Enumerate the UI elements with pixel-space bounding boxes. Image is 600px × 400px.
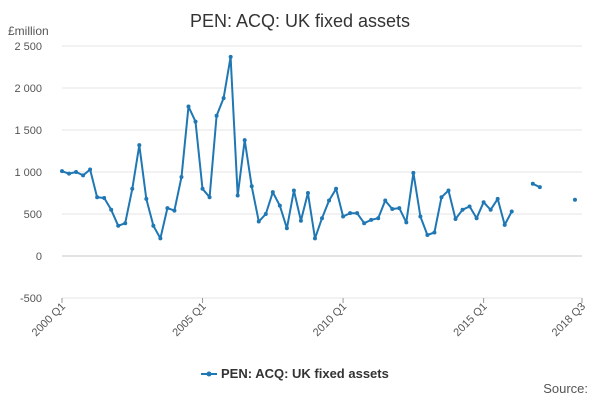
data-point xyxy=(376,216,381,221)
data-point xyxy=(530,181,535,186)
data-point xyxy=(397,206,402,211)
y-tick-label: -500 xyxy=(20,293,42,305)
y-tick-label: 1 000 xyxy=(14,167,42,179)
y-tick-label: 2 500 xyxy=(14,41,42,53)
data-point xyxy=(467,204,472,209)
data-point xyxy=(390,206,395,211)
data-point xyxy=(355,211,360,216)
data-point xyxy=(334,186,339,191)
x-tick-label: 2015 Q1 xyxy=(451,301,489,339)
data-point xyxy=(200,186,205,191)
data-point xyxy=(228,54,233,59)
x-tick-label: 2000 Q1 xyxy=(30,301,68,339)
data-point xyxy=(116,223,121,228)
x-axis-ticks: 2000 Q1 2005 Q1 2010 Q1 2015 Q1 2018 Q3 xyxy=(30,298,588,339)
data-point xyxy=(123,221,128,226)
gridlines xyxy=(62,45,582,299)
data-point xyxy=(88,167,93,172)
data-point xyxy=(411,170,416,175)
data-point xyxy=(144,196,149,201)
legend-marker-swatch xyxy=(206,371,212,377)
chart-title: PEN: ACQ: UK fixed assets xyxy=(190,11,410,31)
data-point xyxy=(404,220,409,225)
data-point xyxy=(270,190,275,195)
data-point xyxy=(502,222,507,227)
data-point xyxy=(537,185,542,190)
data-point xyxy=(453,217,458,222)
data-point xyxy=(305,191,310,195)
data-point xyxy=(298,218,303,223)
data-point xyxy=(137,143,142,148)
data-point xyxy=(341,214,346,219)
data-point xyxy=(172,208,177,213)
data-point xyxy=(67,171,72,176)
legend-label: PEN: ACQ: UK fixed assets xyxy=(221,366,389,381)
data-point xyxy=(474,216,479,221)
data-point xyxy=(327,198,332,203)
data-point xyxy=(439,195,444,200)
data-point xyxy=(291,188,296,193)
data-point xyxy=(242,138,247,143)
data-point xyxy=(362,221,367,226)
series-line xyxy=(60,54,577,241)
data-point xyxy=(235,193,240,198)
data-point xyxy=(320,216,324,221)
data-point xyxy=(130,186,135,191)
data-point xyxy=(312,236,317,241)
data-point xyxy=(158,236,163,241)
y-axis-ticks: -500 0 500 1 000 1 500 2 000 2 500 xyxy=(14,41,42,305)
y-tick-label: 2 000 xyxy=(14,83,42,95)
data-point xyxy=(221,96,226,101)
data-point xyxy=(572,197,577,202)
data-point xyxy=(509,209,514,214)
data-point xyxy=(179,175,184,180)
data-point xyxy=(165,206,170,211)
data-point xyxy=(284,226,289,231)
data-point xyxy=(263,212,268,216)
data-point xyxy=(481,200,486,205)
data-point xyxy=(207,195,212,200)
y-tick-label: 1 500 xyxy=(14,125,42,137)
y-tick-label: 0 xyxy=(36,251,42,263)
data-point xyxy=(460,207,465,212)
y-axis-unit-label: £million xyxy=(8,24,49,38)
data-point xyxy=(60,169,64,174)
x-tick-label: 2018 Q3 xyxy=(550,301,588,339)
data-point xyxy=(249,184,254,189)
data-point xyxy=(425,233,430,237)
data-point xyxy=(74,170,79,174)
data-point xyxy=(95,195,100,200)
source-label: Source: xyxy=(543,381,588,396)
data-point xyxy=(369,217,374,222)
y-tick-label: 500 xyxy=(24,209,42,221)
data-point xyxy=(193,119,198,124)
data-point xyxy=(418,214,423,219)
data-point xyxy=(446,188,451,193)
data-point xyxy=(488,207,493,212)
x-tick-label: 2005 Q1 xyxy=(170,301,208,339)
data-point xyxy=(81,173,86,178)
data-point xyxy=(256,219,261,224)
data-point xyxy=(109,207,114,212)
data-point xyxy=(277,203,282,208)
data-point xyxy=(348,211,353,216)
legend: PEN: ACQ: UK fixed assets xyxy=(201,366,389,381)
data-point xyxy=(495,196,500,201)
x-tick-label: 2010 Q1 xyxy=(311,301,349,339)
data-point xyxy=(432,230,437,235)
data-point xyxy=(214,113,219,118)
series-path xyxy=(62,57,575,239)
data-point xyxy=(151,223,156,228)
data-point xyxy=(186,104,191,109)
data-point xyxy=(102,196,107,201)
data-point xyxy=(383,198,388,203)
